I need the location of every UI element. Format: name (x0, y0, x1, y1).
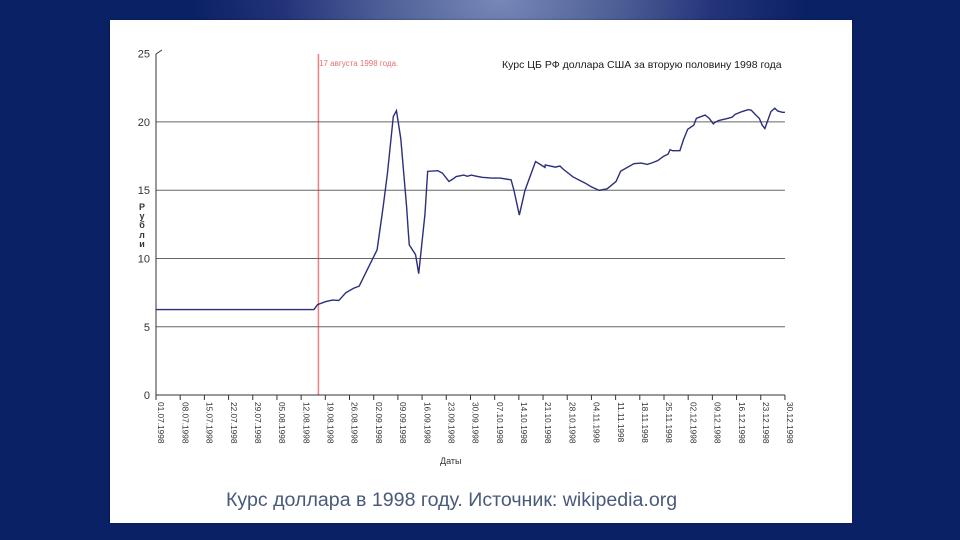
svg-text:15.07.1998: 15.07.1998 (205, 402, 215, 444)
svg-text:14.10.1998: 14.10.1998 (519, 402, 529, 444)
svg-text:09.12.1998: 09.12.1998 (713, 402, 723, 444)
svg-text:12.08.1998: 12.08.1998 (301, 402, 311, 444)
svg-text:20: 20 (138, 117, 150, 129)
svg-text:05.08.1998: 05.08.1998 (277, 402, 287, 444)
svg-text:07.10.1998: 07.10.1998 (495, 402, 505, 444)
svg-text:11.11.1998: 11.11.1998 (616, 402, 626, 443)
svg-text:09.09.1998: 09.09.1998 (398, 402, 408, 444)
svg-text:18.11.1998: 18.11.1998 (640, 402, 650, 443)
svg-text:28.10.1998: 28.10.1998 (567, 402, 577, 444)
svg-text:26.08.1998: 26.08.1998 (350, 402, 360, 444)
svg-text:22.07.1998: 22.07.1998 (229, 402, 239, 444)
svg-text:02.09.1998: 02.09.1998 (374, 402, 384, 444)
svg-text:30.12.1998: 30.12.1998 (785, 402, 795, 444)
svg-text:25.11.1998: 25.11.1998 (664, 402, 674, 443)
svg-text:04.11.1998: 04.11.1998 (592, 402, 602, 443)
svg-text:21.10.1998: 21.10.1998 (543, 402, 553, 444)
svg-text:5: 5 (144, 322, 150, 334)
svg-text:23.09.1998: 23.09.1998 (446, 402, 456, 444)
svg-text:16.12.1998: 16.12.1998 (737, 402, 747, 444)
svg-text:23.12.1998: 23.12.1998 (761, 402, 771, 444)
svg-text:16.09.1998: 16.09.1998 (422, 402, 432, 444)
svg-text:25: 25 (138, 49, 150, 61)
svg-text:29.07.1998: 29.07.1998 (253, 402, 263, 444)
svg-text:0: 0 (144, 390, 150, 402)
svg-text:30.09.1998: 30.09.1998 (471, 402, 481, 444)
svg-text:08.07.1998: 08.07.1998 (180, 402, 190, 444)
svg-text:02.12.1998: 02.12.1998 (688, 402, 698, 444)
svg-text:01.07.1998: 01.07.1998 (156, 402, 166, 444)
svg-text:15: 15 (138, 185, 150, 197)
svg-text:19.08.1998: 19.08.1998 (326, 402, 336, 444)
svg-text:10: 10 (138, 254, 150, 266)
